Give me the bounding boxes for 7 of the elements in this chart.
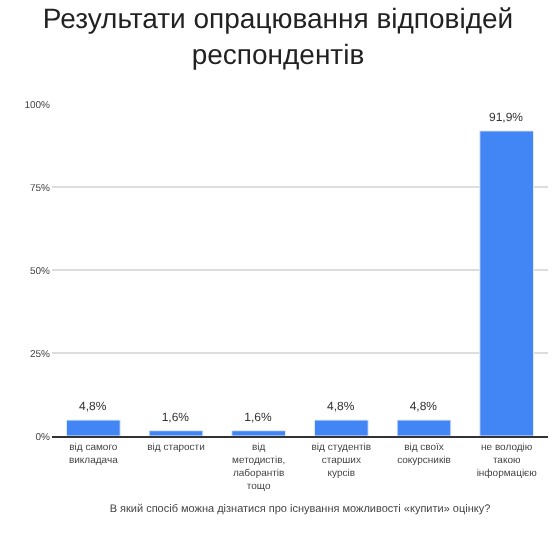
bar xyxy=(396,419,452,436)
bar xyxy=(148,430,204,436)
bar xyxy=(479,130,535,436)
bar xyxy=(313,419,369,436)
chart-title: Результати опрацювання відповідей респондентів xyxy=(42,1,514,71)
bar xyxy=(231,430,287,436)
bar xyxy=(65,419,121,436)
